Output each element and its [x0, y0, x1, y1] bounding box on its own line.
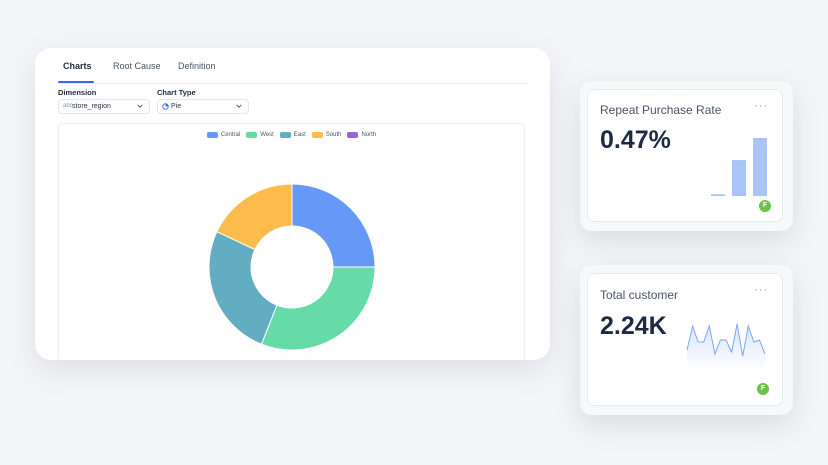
legend-label: North — [361, 132, 377, 138]
chart-panel: Charts Root Cause Definition Dimension a… — [35, 48, 550, 360]
legend-item-central[interactable]: Central — [206, 132, 241, 139]
legend-label: East — [293, 132, 306, 138]
chevron-down-icon — [236, 104, 242, 108]
more-options-icon[interactable]: ··· — [754, 100, 768, 112]
kpi-value: 0.47% — [600, 126, 671, 154]
repeat-purchase-card: Repeat Purchase Rate ··· 0.47% F — [580, 81, 793, 231]
dimension-select[interactable]: abc store_region — [58, 99, 150, 114]
mini-bar-chart — [711, 138, 767, 196]
tab-definition[interactable]: Definition — [178, 61, 216, 71]
tab-charts[interactable]: Charts — [63, 61, 92, 71]
chart-legend: Central West East South North — [59, 132, 524, 142]
total-customer-card-body: Total customer ··· 2.24K F — [587, 273, 783, 406]
dimension-value: store_region — [72, 103, 111, 110]
tab-root-cause[interactable]: Root Cause — [113, 61, 161, 71]
donut-chart — [208, 183, 376, 351]
legend-label: Central — [220, 132, 241, 138]
pie-chart-icon — [162, 103, 169, 112]
chart-area: Central West East South North — [58, 123, 525, 360]
legend-swatch — [311, 132, 323, 138]
kpi-title: Repeat Purchase Rate — [600, 103, 722, 117]
legend-item-north[interactable]: North — [347, 132, 376, 139]
sparkline-area — [687, 324, 765, 372]
legend-swatch — [206, 132, 218, 138]
legend-swatch — [347, 132, 359, 138]
slice-south[interactable] — [216, 183, 293, 251]
legend-label: South — [325, 132, 342, 138]
mini-bar — [732, 160, 746, 196]
status-badge: F — [759, 200, 771, 212]
chart-type-label: Chart Type — [157, 88, 196, 97]
slice-central[interactable] — [291, 183, 376, 268]
mini-bar — [711, 194, 725, 196]
legend-swatch — [246, 132, 258, 138]
chevron-down-icon — [137, 104, 143, 108]
legend-swatch — [279, 132, 291, 138]
mini-bar — [753, 138, 767, 196]
dimension-label: Dimension — [58, 88, 97, 97]
active-tab-indicator — [58, 81, 94, 83]
legend-label: West — [260, 132, 274, 138]
legend-item-east[interactable]: East — [279, 132, 306, 139]
kpi-value: 2.24K — [600, 312, 667, 340]
status-badge: F — [757, 383, 769, 395]
sparkline-chart — [686, 323, 766, 372]
abc-type-icon: abc — [63, 103, 73, 109]
total-customer-card: Total customer ··· 2.24K F — [580, 265, 793, 415]
kpi-title: Total customer — [600, 288, 679, 302]
slice-west[interactable] — [260, 266, 376, 351]
tab-bar: Charts Root Cause Definition — [58, 58, 528, 84]
legend-item-west[interactable]: West — [246, 132, 274, 139]
sparkline-line — [686, 323, 766, 357]
repeat-purchase-card-body: Repeat Purchase Rate ··· 0.47% F — [587, 89, 783, 222]
chart-type-value: Pie — [171, 103, 182, 110]
legend-item-south[interactable]: South — [311, 132, 342, 139]
chart-type-select[interactable]: Pie — [157, 99, 249, 114]
more-options-icon[interactable]: ··· — [754, 284, 768, 296]
slice-east[interactable] — [208, 230, 278, 345]
